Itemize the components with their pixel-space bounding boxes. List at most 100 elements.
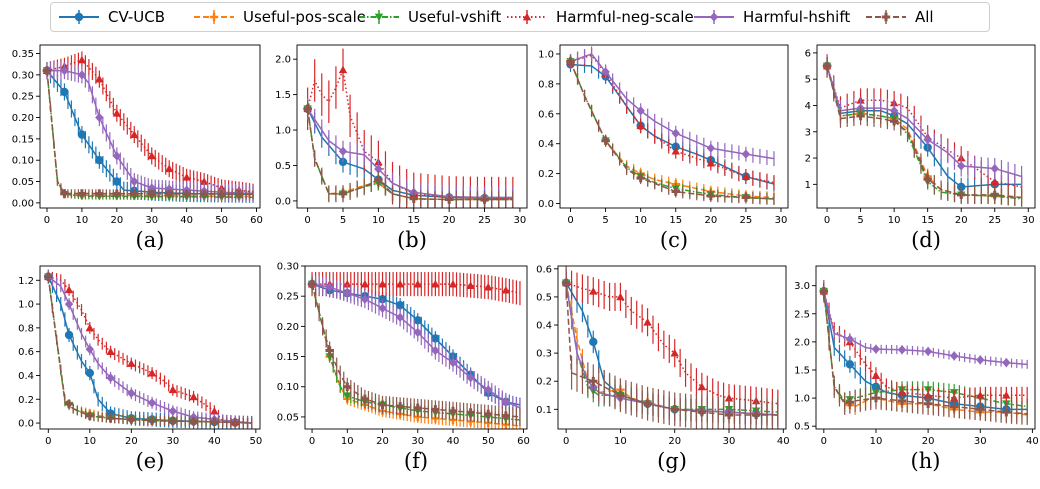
axes-frame	[39, 44, 261, 209]
y-tick-label: 6	[805, 48, 811, 59]
data-point	[210, 406, 219, 415]
series-group	[566, 46, 775, 206]
x-tick-label: 0	[45, 436, 51, 447]
x-tick-label: 30	[411, 436, 424, 447]
data-point	[413, 327, 422, 338]
legend: CV-UCB Useful-pos-scale Useful-vshift Harmf…	[50, 2, 990, 32]
data-point	[168, 416, 178, 426]
data-point	[871, 371, 881, 379]
y-tick-label: 0.8	[18, 323, 34, 334]
data-point	[338, 189, 348, 199]
data-point	[60, 87, 69, 97]
data-point	[343, 288, 352, 298]
data-point	[923, 346, 933, 357]
data-point	[343, 382, 352, 391]
data-point	[976, 391, 985, 399]
series-group	[561, 266, 779, 429]
data-point	[448, 279, 458, 288]
data-point	[957, 190, 966, 200]
data-point	[85, 368, 95, 378]
data-point	[303, 104, 312, 113]
y-tick-label: 3	[805, 127, 811, 138]
data-point	[431, 405, 440, 414]
y-tick-label: 0.0	[18, 419, 34, 430]
y-tick-label: 2.5	[794, 309, 810, 320]
data-point	[378, 400, 387, 410]
data-point	[42, 66, 52, 75]
data-point	[589, 337, 598, 347]
x-tick-label: 30	[775, 215, 788, 226]
data-point	[923, 135, 932, 145]
y-tick-label: 0.10	[12, 156, 34, 167]
data-point	[949, 402, 959, 411]
series-line	[823, 291, 1028, 415]
data-point	[343, 279, 352, 288]
data-point	[77, 55, 87, 64]
data-point	[845, 360, 855, 369]
data-point	[484, 282, 493, 291]
data-point	[990, 177, 999, 186]
x-tick-label: 30	[514, 215, 527, 226]
y-tick-label: 0.15	[277, 352, 299, 363]
data-point	[127, 415, 136, 424]
axes-frame	[557, 265, 787, 430]
data-point	[165, 189, 174, 199]
data-point	[95, 74, 104, 83]
data-point	[845, 398, 855, 407]
series-harmful-hshift	[566, 46, 775, 167]
y-tick-label: 0.25	[12, 92, 34, 103]
data-point	[706, 143, 716, 153]
data-point	[374, 164, 383, 174]
x-tick-label: 20	[668, 436, 681, 447]
data-point	[636, 121, 645, 130]
y-tick-label: 0.5	[794, 422, 810, 433]
x-tick-label: 30	[145, 215, 158, 226]
legend-marker-circle	[74, 12, 84, 22]
data-point	[217, 189, 226, 199]
data-point	[466, 408, 475, 417]
series-line	[312, 283, 521, 294]
legend-label: All	[915, 8, 934, 26]
panel-label: (c)	[659, 228, 689, 252]
data-point	[112, 151, 122, 161]
panel-label: (b)	[397, 228, 427, 252]
data-point	[697, 382, 707, 391]
x-tick-label: 40	[208, 436, 221, 447]
x-tick-label: 10	[634, 215, 647, 226]
x-tick-label: 20	[110, 215, 123, 226]
legend-label: Useful-vshift	[408, 8, 502, 26]
data-point	[845, 334, 855, 344]
data-point	[360, 394, 370, 404]
legend-marker-plus	[209, 12, 219, 22]
data-point	[112, 109, 122, 117]
x-tick-label: 25	[740, 215, 753, 226]
data-point	[395, 402, 405, 411]
data-point	[949, 351, 959, 361]
y-tick-label: 1	[805, 180, 811, 191]
series-all	[307, 275, 521, 426]
data-point	[448, 357, 458, 368]
data-point	[199, 189, 209, 199]
y-tick-label: 5	[805, 75, 811, 86]
x-tick-label: 20	[376, 436, 389, 447]
x-tick-label: 40	[180, 215, 193, 226]
data-point	[106, 373, 115, 383]
axes-frame	[816, 44, 1036, 209]
x-tick-label: 0	[824, 215, 830, 226]
legend-label: Useful-pos-scale	[243, 8, 366, 26]
data-point	[409, 194, 418, 203]
y-tick-label: 1.5	[794, 365, 810, 376]
data-point	[589, 287, 598, 295]
x-tick-label: 0	[563, 436, 569, 447]
x-tick-label: 50	[215, 215, 228, 226]
data-point	[85, 411, 95, 421]
data-point	[360, 294, 370, 304]
data-point	[85, 344, 95, 354]
legend-swatch	[359, 10, 399, 24]
y-tick-label: 2.0	[275, 55, 291, 66]
data-point	[889, 117, 899, 126]
axes-frame	[296, 44, 528, 209]
